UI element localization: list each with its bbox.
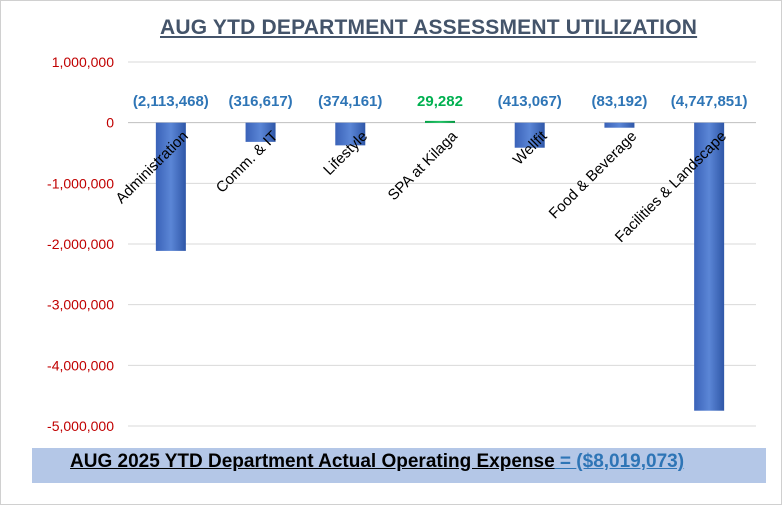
y-tick-label: 0: [106, 115, 114, 131]
bar-facilities-landscape: [694, 122, 725, 411]
y-tick-label: -2,000,000: [47, 236, 114, 252]
x-tick-label: Food & Beverage: [546, 128, 641, 223]
value-label: (413,067): [498, 93, 562, 110]
y-tick-label: -4,000,000: [47, 357, 114, 373]
value-label: (316,617): [228, 93, 292, 110]
bar-spa-at-kilaga: [425, 120, 455, 123]
bar-administration: [155, 122, 186, 251]
footer-label: AUG 2025 YTD Department Actual Operating…: [70, 451, 555, 472]
value-label: (4,747,851): [671, 93, 748, 110]
value-label: (2,113,468): [133, 93, 209, 110]
bar-wellfit: [514, 122, 545, 148]
bar-lifestyle: [335, 122, 366, 146]
bar-comm-it: [245, 122, 276, 142]
y-tick-label: 1,000,000: [52, 54, 114, 70]
value-label: (83,192): [591, 93, 647, 110]
value-label: 29,282: [417, 93, 463, 110]
footer-summary: AUG 2025 YTD Department Actual Operating…: [70, 451, 684, 473]
x-tick-label: SPA at Kilaga: [385, 127, 462, 204]
y-tick-label: -3,000,000: [47, 297, 114, 313]
y-tick-label: -1,000,000: [47, 175, 114, 191]
footer-equals: =: [554, 451, 577, 472]
y-tick-label: -5,000,000: [47, 418, 114, 434]
bar-food-beverage: [604, 122, 635, 128]
value-label: (374,161): [318, 93, 382, 110]
footer-summary-bar: [32, 448, 766, 483]
footer-total-value: ($8,019,073): [576, 451, 685, 472]
chart-title: AUG YTD DEPARTMENT ASSESSMENT UTILIZATIO…: [160, 16, 698, 39]
